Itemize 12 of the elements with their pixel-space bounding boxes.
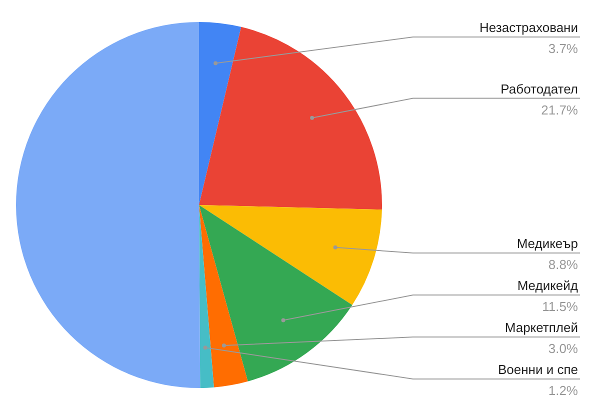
slice-label: Маркетплей — [504, 320, 578, 335]
slice-label: Медикеър — [516, 236, 578, 251]
data-label: 3.7% — [548, 41, 578, 56]
data-label: 8.8% — [548, 257, 578, 272]
data-label: 21.7% — [541, 102, 578, 118]
slice-label: Медикейд — [517, 278, 578, 293]
data-label: 11.5% — [542, 299, 578, 314]
data-label: 1.2% — [548, 383, 578, 398]
slice-label: Незастраховани — [480, 20, 578, 35]
slice-label: Военни и спе — [498, 362, 578, 377]
data-label: 3.0% — [548, 341, 578, 356]
slice-label: Работодател — [500, 81, 578, 96]
